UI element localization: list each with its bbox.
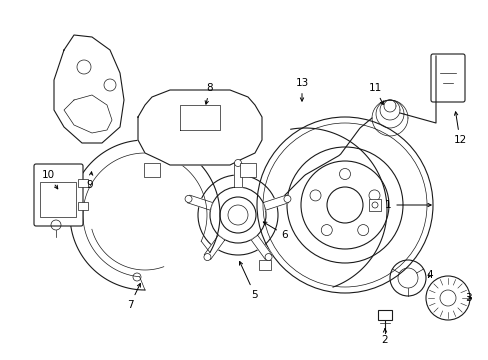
Text: 5: 5 <box>239 261 258 300</box>
Bar <box>368 199 380 211</box>
Text: 10: 10 <box>41 170 58 189</box>
Text: 11: 11 <box>367 83 383 104</box>
Polygon shape <box>234 163 242 187</box>
Text: 2: 2 <box>381 329 387 345</box>
Bar <box>259 260 270 270</box>
Circle shape <box>264 253 271 261</box>
FancyBboxPatch shape <box>430 54 464 102</box>
Bar <box>240 163 256 177</box>
Bar <box>143 163 160 177</box>
Circle shape <box>284 195 290 202</box>
Polygon shape <box>251 235 271 260</box>
Text: 9: 9 <box>86 172 93 190</box>
Polygon shape <box>138 90 262 165</box>
Polygon shape <box>263 195 288 210</box>
Polygon shape <box>187 195 212 210</box>
Bar <box>40 182 76 217</box>
Text: 3: 3 <box>464 293 470 303</box>
Bar <box>377 310 391 320</box>
Text: 13: 13 <box>295 78 308 101</box>
Bar <box>78 202 88 210</box>
Circle shape <box>234 159 241 166</box>
Text: 1: 1 <box>384 200 430 210</box>
Text: 12: 12 <box>452 112 466 145</box>
Text: 7: 7 <box>126 283 140 310</box>
Text: 6: 6 <box>263 222 288 240</box>
Polygon shape <box>180 105 220 130</box>
Polygon shape <box>204 235 224 260</box>
Text: 8: 8 <box>204 83 213 104</box>
FancyBboxPatch shape <box>34 164 83 226</box>
Circle shape <box>184 195 192 202</box>
Bar <box>78 179 88 187</box>
Text: 4: 4 <box>426 270 432 280</box>
Circle shape <box>203 253 210 261</box>
Polygon shape <box>54 35 124 143</box>
